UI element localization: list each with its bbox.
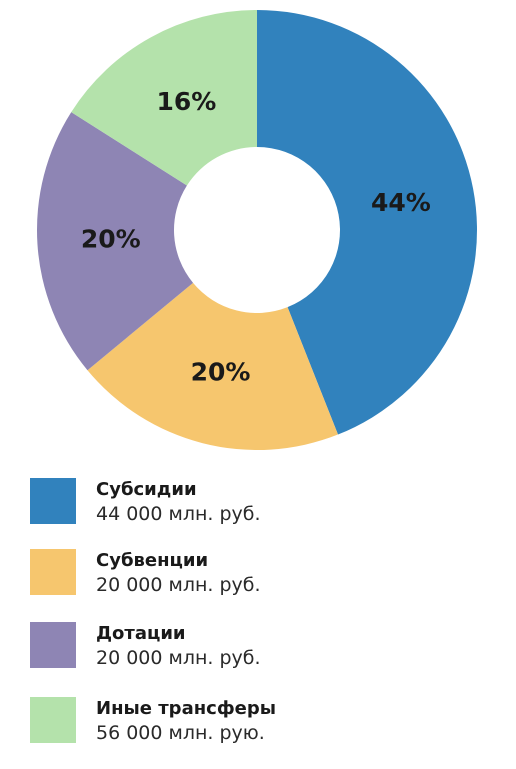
slice-percent-grants: 20% (81, 225, 141, 254)
slice-percent-subventions: 20% (191, 357, 251, 386)
legend-value-other-transfers: 56 000 млн. рую. (96, 722, 265, 744)
legend-value-grants: 20 000 млн. руб. (96, 647, 261, 669)
legend-label-subsidies: Субсидии (96, 479, 197, 500)
slice-percent-other-transfers: 16% (157, 87, 217, 116)
donut-slice-subventions (87, 282, 338, 450)
donut-labels: 44% 20% 20% 16% (81, 87, 431, 386)
donut-slices (37, 10, 477, 450)
slice-percent-subsidies: 44% (371, 188, 431, 217)
legend-value-subsidies: 44 000 млн. руб. (96, 503, 261, 525)
legend-label-subventions: Субвенции (96, 550, 209, 571)
legend-item-grants: Дотации 20 000 млн. руб. (30, 622, 500, 672)
donut-chart: 44% 20% 20% 16% (37, 10, 477, 450)
donut-slice-other-transfers (71, 10, 257, 186)
legend-swatch-subventions (30, 549, 76, 595)
donut-slice-subsidies (257, 10, 477, 435)
legend-label-grants: Дотации (96, 623, 186, 644)
legend-item-other-transfers: Иные трансферы 56 000 млн. рую. (30, 697, 500, 747)
legend-swatch-subsidies (30, 478, 76, 524)
legend-item-subventions: Субвенции 20 000 млн. руб. (30, 549, 500, 599)
donut-slice-grants (37, 112, 194, 371)
legend-label-other-transfers: Иные трансферы (96, 698, 277, 719)
legend-item-subsidies: Субсидии 44 000 млн. руб. (30, 478, 500, 528)
legend-swatch-other-transfers (30, 697, 76, 743)
legend-swatch-grants (30, 622, 76, 668)
legend-value-subventions: 20 000 млн. руб. (96, 574, 261, 596)
